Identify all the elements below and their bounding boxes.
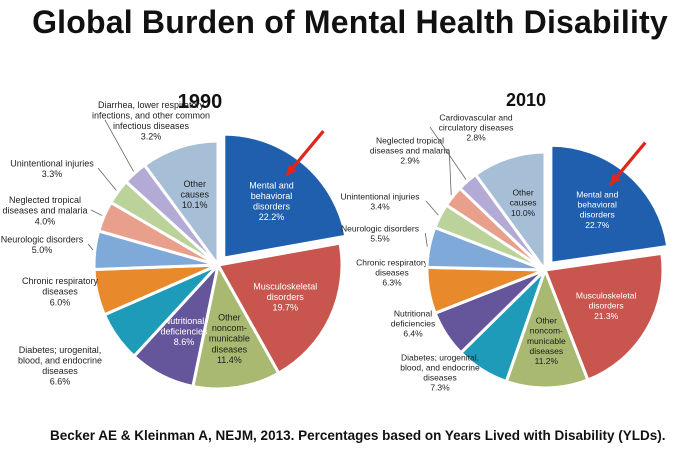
red-arrowhead-icon: [609, 173, 621, 186]
slice-other-noncommunicable-diseases: [191, 260, 281, 391]
slice-other-noncommunicable-diseases: [504, 265, 590, 390]
slice-label-mental-and-behavioral-disorders: Mental and behavioral disorders 22.2%: [249, 180, 294, 222]
slice-label-chronic-respiratory-diseases: Chronic respiratory diseases 6.0%: [22, 276, 99, 307]
slice-mental-and-behavioral-disorders: [549, 143, 670, 265]
page-title: Global Burden of Mental Health Disabilit…: [32, 4, 668, 40]
slice-label-diarrhea-lower-respiratory-infections-and-other-common-infectious-diseases: Diarrhea, lower respiratory infections, a…: [92, 100, 210, 142]
chart-title-2010: 2010: [506, 90, 546, 110]
slice-label-neglected-tropical-diseases-and-malaria: Neglected tropical diseases and malaria 4.…: [2, 195, 87, 226]
slice-label-neurologic-disorders: Neurologic disorders 5.0%: [1, 234, 84, 255]
slice-label-chronic-respiratory-diseases: Chronic respiratory diseases 6.3%: [356, 257, 429, 287]
source-citation: Becker AE & Kleinman A, NEJM, 2013. Perc…: [50, 428, 666, 443]
slice-other-causes: [142, 139, 220, 270]
leader-line-unintentional-injuries: [97, 167, 117, 191]
pie-chart-1990: 1990 Mental and behavioral disorders 22.2% Mu…: [1, 91, 348, 391]
slice-label-mental-and-behavioral-disorders: Mental and behavioral disorders 22.7%: [576, 190, 618, 230]
slice-label-unintentional-injuries: Unintentional injuries 3.3%: [10, 158, 94, 179]
slice-label-musculoskeletal-disorders: Musculoskeletal disorders 19.7%: [253, 281, 317, 312]
slice-label-cardiovascular-and-circulatory-diseases: Cardiovascular and circulatory diseases 2.…: [439, 112, 514, 142]
slice-label-other-noncommunicable-diseases: Other noncom-municable diseases 11.4%: [209, 312, 250, 364]
slice-label-neurologic-disorders: Neurologic disorders 5.5%: [341, 223, 419, 243]
leader-line-diarrhea-lower-respiratory-infections-and-other-common-infectious-diseases: [104, 119, 134, 172]
leader-line-neurologic-disorders: [87, 243, 94, 251]
slice-other-causes: [473, 150, 547, 275]
slice-label-diabetes-urogenital-blood-and-endocrine-diseases: Diabetes; urogenital, blood, and endocrin…: [400, 352, 480, 392]
slice-label-diabetes-urogenital-blood-and-endocrine-diseases: Diabetes; urogenital, blood, and endocrin…: [18, 345, 102, 387]
slice-label-neglected-tropical-diseases-and-malaria: Neglected tropical diseases and malaria 2.…: [370, 135, 451, 165]
leader-line-cardiovascular-and-circulatory-diseases: [429, 126, 467, 180]
slice-label-other-causes: Other causes 10.1%: [181, 179, 210, 210]
slice-label-musculoskeletal-disorders: Musculoskeletal disorders 21.3%: [576, 291, 637, 321]
leader-line-neurologic-disorders: [424, 232, 428, 247]
slice-label-unintentional-injuries: Unintentional injuries 3.4%: [341, 191, 420, 211]
slice-label-nutritional-deficiencies: Nutritional deficiencies 6.4%: [391, 308, 435, 338]
slice-mental-and-behavioral-disorders: [222, 132, 348, 260]
red-arrowhead-icon: [286, 164, 298, 176]
slice-label-other-noncommunicable-diseases: Other noncom-municable diseases 11.2%: [527, 316, 566, 366]
slice-musculoskeletal-disorders: [542, 251, 665, 382]
slice-label-nutritional-deficiencies: Nutritional deficiencies 8.6%: [161, 316, 209, 347]
slice-label-other-causes: Other causes 10.0%: [510, 188, 537, 218]
leader-line-neglected-tropical-diseases-and-malaria: [90, 209, 103, 216]
pie-chart-2010: 2010 Mental and behavioral disorders 22.7% Mu…: [341, 90, 670, 393]
slice-musculoskeletal-disorders: [215, 241, 344, 376]
leader-line-neglected-tropical-diseases-and-malaria: [448, 149, 452, 196]
chart-title-1990: 1990: [178, 91, 223, 113]
leader-line-unintentional-injuries: [425, 200, 439, 216]
